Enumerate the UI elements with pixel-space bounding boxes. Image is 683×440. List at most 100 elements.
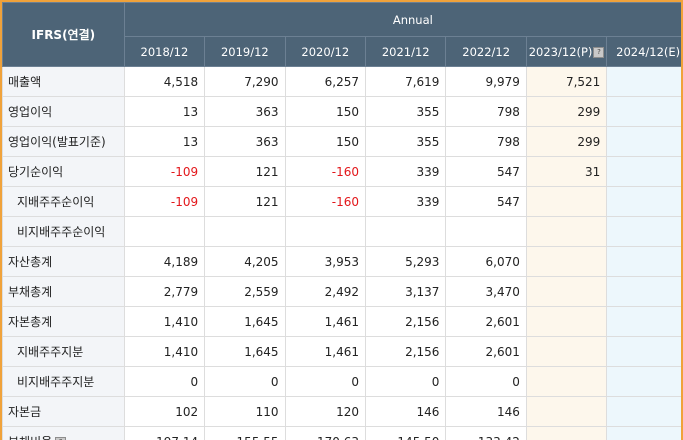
value-cell: 120 xyxy=(284,396,366,427)
table-row: 지배주주지분 1,410 1,645 1,461 2,156 2,601 xyxy=(2,336,681,367)
value-cell: 0 xyxy=(284,366,366,397)
value-cell xyxy=(606,246,681,277)
value-cell: 4,189 xyxy=(123,246,206,277)
value-cell: 13 xyxy=(123,126,206,157)
value-cell: 102 xyxy=(123,396,206,427)
value-cell: 798 xyxy=(445,126,527,157)
row-label: 부채비율 xyxy=(8,435,52,440)
value-cell: 0 xyxy=(204,366,286,397)
value-cell: 2,156 xyxy=(364,306,447,337)
value-cell: 121 xyxy=(204,156,286,187)
row-label: 영업이익 xyxy=(8,105,53,119)
year-label: 2020/12 xyxy=(301,44,350,59)
value-cell: 146 xyxy=(364,396,447,427)
value-cell: 0 xyxy=(123,366,206,397)
value-cell xyxy=(525,216,608,247)
table-row: 자본총계 1,410 1,645 1,461 2,156 2,601 xyxy=(2,306,681,337)
row-label: 자본총계 xyxy=(8,315,53,329)
year-label: 2022/12 xyxy=(462,44,511,59)
row-label-cell: 부채비율? xyxy=(2,426,125,440)
value-cell: 1,410 xyxy=(123,306,206,337)
year-label: 2019/12 xyxy=(220,44,269,59)
value-cell xyxy=(525,276,608,307)
table-row: 당기순이익 -109 121 -160 339 547 31 xyxy=(2,156,681,187)
value-cell: 547 xyxy=(445,186,527,217)
value-cell: 2,492 xyxy=(284,276,366,307)
year-header-4: 2022/12 xyxy=(445,36,527,67)
value-cell xyxy=(606,156,681,187)
row-label-cell: 자본금 xyxy=(2,396,125,427)
value-cell: 5,293 xyxy=(364,246,447,277)
value-cell: -109 xyxy=(123,156,206,187)
value-cell xyxy=(606,126,681,157)
help-icon[interactable]: ? xyxy=(593,46,605,58)
value-cell: 1,645 xyxy=(204,306,286,337)
value-cell: 547 xyxy=(445,156,527,187)
row-label: 자산총계 xyxy=(8,255,53,269)
year-header-0: 2018/12 xyxy=(123,36,206,67)
value-cell: 110 xyxy=(204,396,286,427)
year-label: 2021/12 xyxy=(381,44,430,59)
table-row: 자산총계 4,189 4,205 3,953 5,293 6,070 xyxy=(2,246,681,277)
value-cell: 150 xyxy=(284,126,366,157)
value-cell xyxy=(364,216,447,247)
value-cell xyxy=(445,216,527,247)
value-cell: 3,137 xyxy=(364,276,447,307)
value-cell: 7,619 xyxy=(364,66,447,97)
value-cell: 355 xyxy=(364,96,447,127)
value-cell xyxy=(284,216,366,247)
value-cell xyxy=(606,426,681,440)
value-cell xyxy=(525,306,608,337)
value-cell xyxy=(606,66,681,97)
value-cell: 170.63 xyxy=(284,426,366,440)
value-cell: 363 xyxy=(204,96,286,127)
value-cell xyxy=(525,426,608,440)
value-cell: 339 xyxy=(364,186,447,217)
value-cell: 7,521 xyxy=(525,66,608,97)
value-cell: 31 xyxy=(525,156,608,187)
year-label: 2023/12(P) xyxy=(528,44,593,59)
value-cell: 197.14 xyxy=(123,426,206,440)
value-cell xyxy=(525,366,608,397)
value-cell: 2,779 xyxy=(123,276,206,307)
row-label-cell: 지배주주지분 xyxy=(2,336,125,367)
stub-header: IFRS(연결) xyxy=(2,2,125,67)
year-header-5: 2023/12(P)? xyxy=(525,36,608,67)
value-cell: 2,601 xyxy=(445,336,527,367)
value-cell: 339 xyxy=(364,156,447,187)
row-label: 지배주주순이익 xyxy=(17,195,95,209)
table-row: 영업이익 13 363 150 355 798 299 xyxy=(2,96,681,127)
table-row: 부채총계 2,779 2,559 2,492 3,137 3,470 xyxy=(2,276,681,307)
value-cell: 299 xyxy=(525,126,608,157)
table-row: 영업이익(발표기준) 13 363 150 355 798 299 xyxy=(2,126,681,157)
value-cell: 798 xyxy=(445,96,527,127)
value-cell: 155.55 xyxy=(204,426,286,440)
value-cell: 9,979 xyxy=(445,66,527,97)
table-row: 자본금 102 110 120 146 146 xyxy=(2,396,681,427)
value-cell xyxy=(606,306,681,337)
value-cell: 3,953 xyxy=(284,246,366,277)
row-label: 자본금 xyxy=(8,405,42,419)
row-label: 비지배주주지분 xyxy=(17,375,95,389)
row-label-cell: 비지배주주지분 xyxy=(2,366,125,397)
value-cell: -160 xyxy=(284,186,366,217)
value-cell: 3,470 xyxy=(445,276,527,307)
row-label-cell: 자산총계 xyxy=(2,246,125,277)
value-cell: 1,410 xyxy=(123,336,206,367)
row-label-cell: 자본총계 xyxy=(2,306,125,337)
value-cell: 355 xyxy=(364,126,447,157)
value-cell: 0 xyxy=(445,366,527,397)
value-cell: 146 xyxy=(445,396,527,427)
row-label-cell: 매출액 xyxy=(2,66,125,97)
help-icon[interactable]: ? xyxy=(55,437,67,440)
row-label: 지배주주지분 xyxy=(17,345,84,359)
value-cell: 299 xyxy=(525,96,608,127)
value-cell: 6,070 xyxy=(445,246,527,277)
value-cell: -109 xyxy=(123,186,206,217)
table-header: IFRS(연결) Annual 2018/12 2019/12 2020/12 202… xyxy=(2,2,681,67)
row-label: 부채총계 xyxy=(8,285,53,299)
table-row: 비지배주주순이익 xyxy=(2,216,681,247)
year-header-1: 2019/12 xyxy=(204,36,286,67)
